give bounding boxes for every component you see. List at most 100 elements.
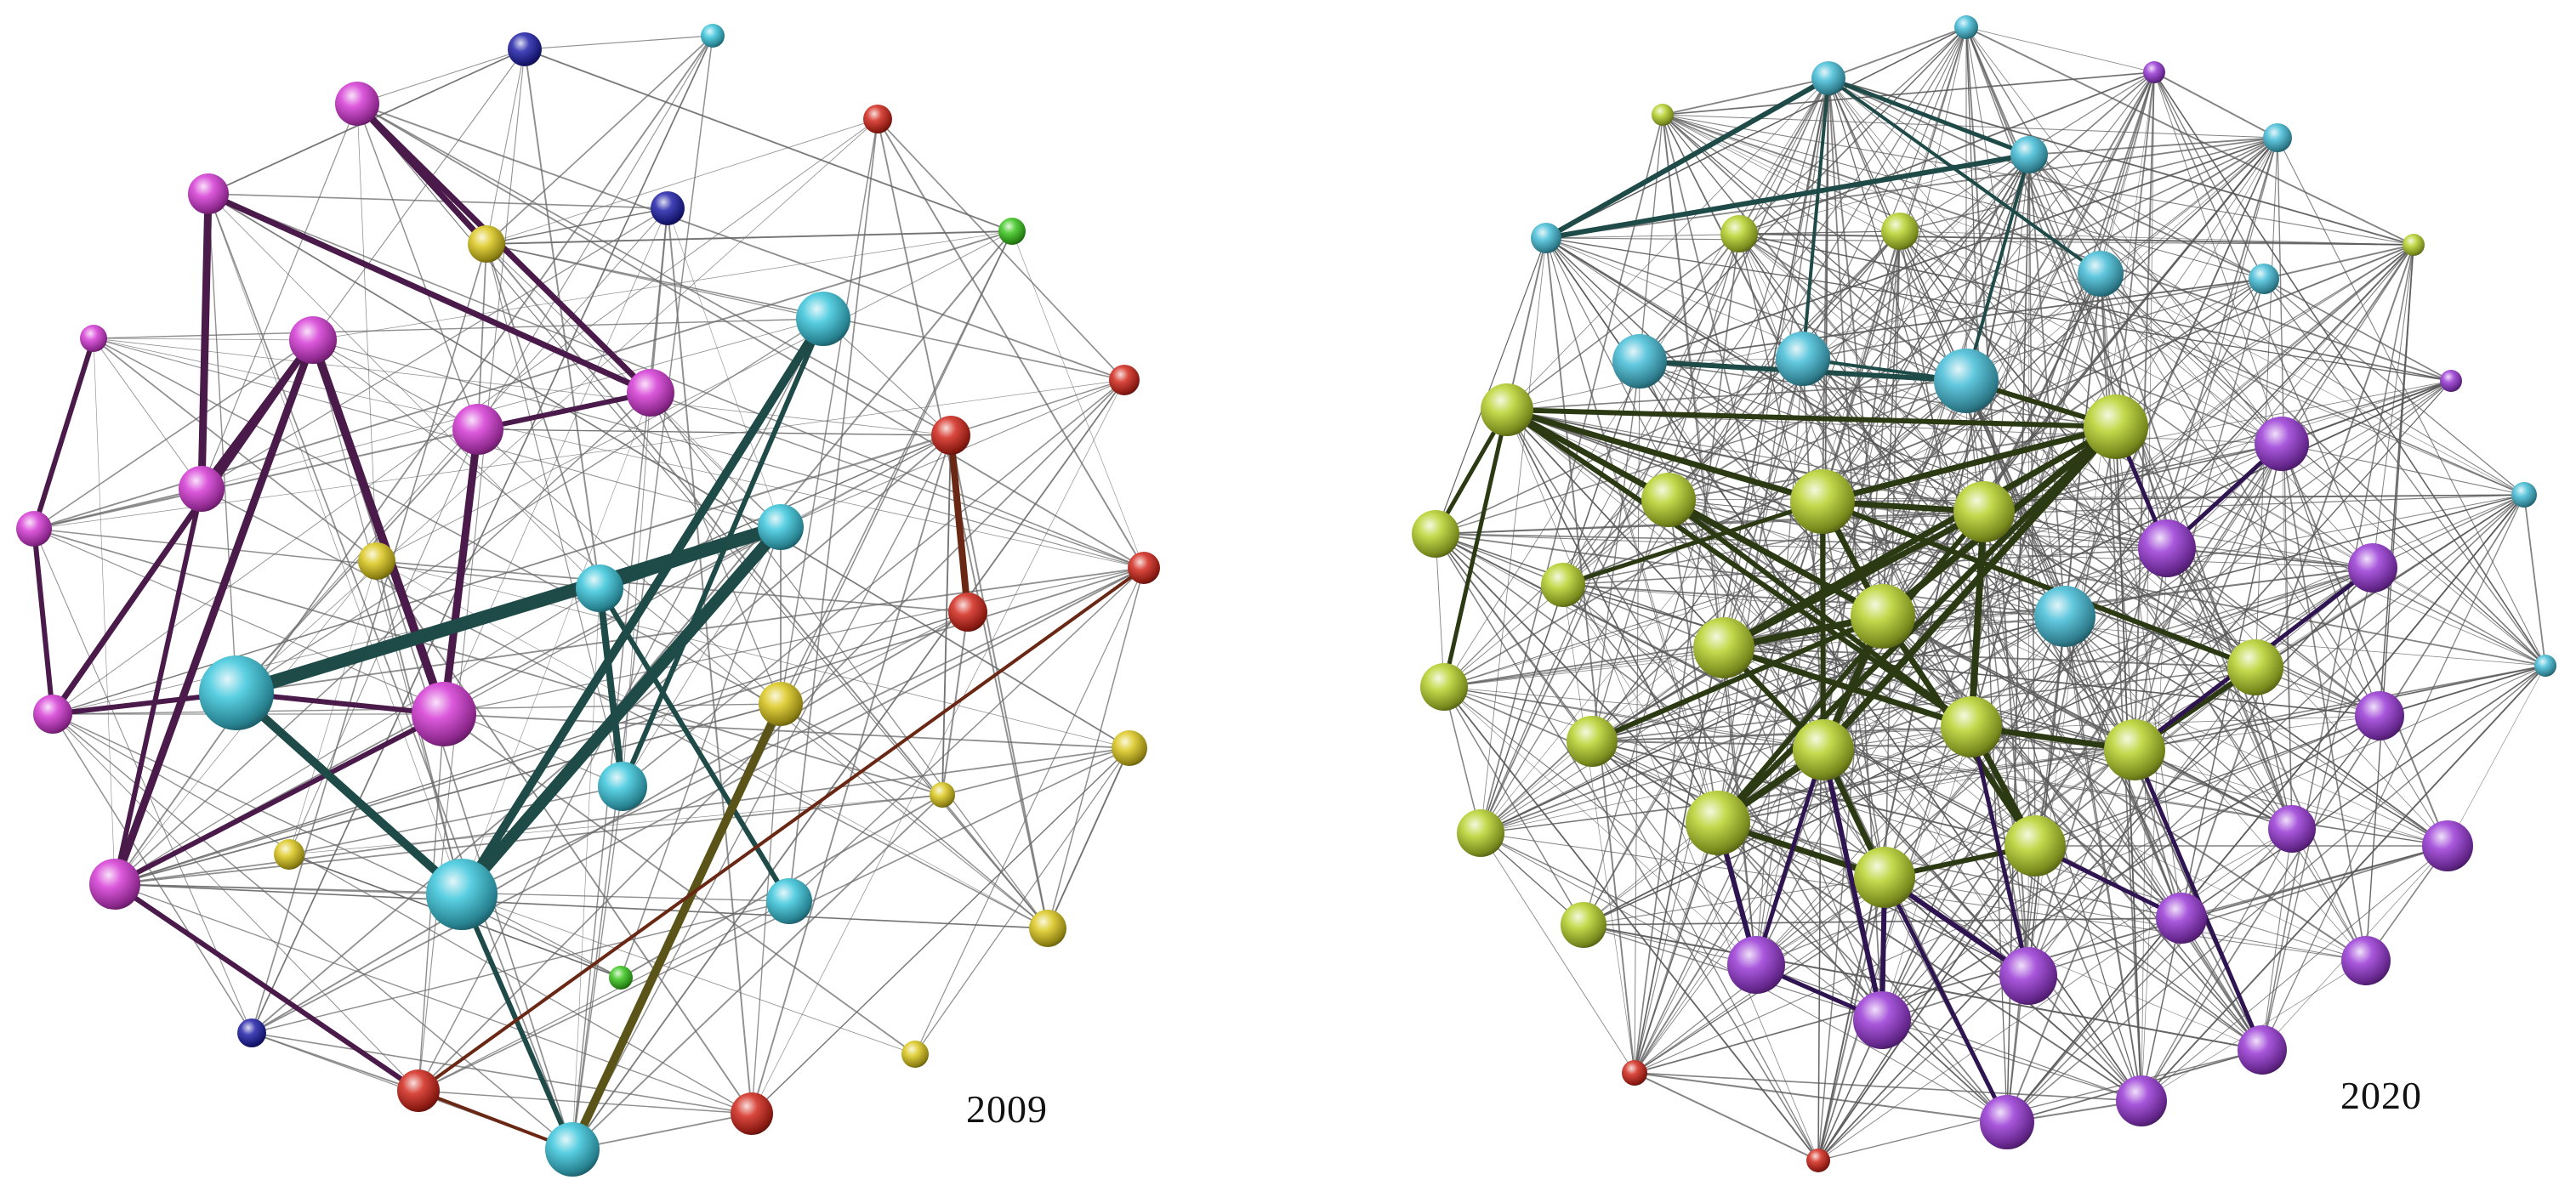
network-node-violet xyxy=(1727,936,1785,994)
network-edge xyxy=(2281,443,2367,962)
network-edge xyxy=(2263,278,2452,382)
network-edge-strong xyxy=(1820,499,2258,670)
network-edge xyxy=(877,118,1125,381)
network-edge xyxy=(1443,616,2066,688)
network-edge xyxy=(751,434,952,1115)
network-node-magenta xyxy=(627,369,674,417)
network-node-violet xyxy=(2348,543,2397,593)
network-edge-strong xyxy=(112,882,421,1093)
network-edge xyxy=(2523,494,2546,667)
network-edge xyxy=(418,379,1125,1092)
network-edge xyxy=(1634,1072,2008,1123)
network-edge xyxy=(33,339,314,530)
network-node-lime xyxy=(1567,716,1618,767)
network-edge xyxy=(1480,154,2030,834)
network-node-red xyxy=(731,1092,773,1135)
network-edge xyxy=(312,48,526,341)
network-edge xyxy=(251,611,969,1034)
network-edge xyxy=(1828,77,2546,667)
network-edge xyxy=(788,567,1145,902)
network-edge xyxy=(571,1113,753,1150)
network-node-lime xyxy=(1420,663,1468,711)
network-edge xyxy=(751,747,1130,1115)
network-edge xyxy=(1738,233,2452,382)
network-edge xyxy=(2028,154,2265,280)
network-node-lime xyxy=(2403,234,2425,256)
network-edge xyxy=(2028,137,2278,156)
network-node-lime xyxy=(1412,510,1459,558)
network-edge xyxy=(1545,237,1823,502)
network-edge xyxy=(1965,380,2029,977)
network-edge xyxy=(2181,244,2414,919)
network-edge xyxy=(1591,154,2030,742)
network-node-violet xyxy=(2440,370,2462,392)
network-node-cyan xyxy=(1776,332,1830,386)
network-node-yellow xyxy=(930,782,955,808)
network-node-violet xyxy=(2341,936,2391,985)
network-node-cyan xyxy=(576,564,623,612)
network-edge-strong xyxy=(112,712,446,887)
network-node-yellow xyxy=(759,682,803,726)
network-node-lime xyxy=(1541,563,1585,607)
network-edge xyxy=(1802,26,1967,360)
network-edge xyxy=(33,528,253,1034)
network-edge xyxy=(288,794,943,855)
network-edge xyxy=(1822,71,2155,502)
network-edge xyxy=(1965,380,2135,751)
network-node-lime xyxy=(2005,815,2066,876)
network-edge xyxy=(2064,616,2367,962)
network-node-magenta xyxy=(452,404,503,455)
network-edge xyxy=(1506,77,1829,411)
network-edge xyxy=(1634,358,1804,1074)
network-node-lime xyxy=(1457,809,1504,857)
network-edge xyxy=(1435,533,1819,1161)
network-edge xyxy=(1545,237,1985,513)
network-edge xyxy=(2166,547,2448,847)
network-edge xyxy=(2166,137,2278,549)
network-edge xyxy=(1717,567,2374,824)
network-edge-strong xyxy=(597,586,792,904)
network-edge xyxy=(1047,747,1130,929)
network-edge xyxy=(114,35,714,885)
network-edge xyxy=(2028,154,2101,275)
network-edge xyxy=(1562,584,2029,977)
network-edge-strong xyxy=(1666,497,1974,729)
network-edge xyxy=(941,434,952,796)
network-edge xyxy=(1662,114,2525,496)
network-edge xyxy=(1662,114,2168,549)
network-node-violet xyxy=(2255,417,2309,471)
network-edge xyxy=(1634,77,1829,1074)
network-edge xyxy=(1562,230,1901,586)
network-edge-strong xyxy=(31,526,55,717)
network-edge xyxy=(477,243,487,430)
network-edge xyxy=(788,118,879,902)
network-edge xyxy=(93,338,1145,569)
network-edge xyxy=(822,318,952,436)
network-node-green xyxy=(998,218,1026,245)
network-edge xyxy=(1723,26,1967,649)
edges-2009 xyxy=(31,35,1146,1154)
network-edge xyxy=(1583,924,2263,1051)
network-edge xyxy=(2100,273,2546,667)
network-edge xyxy=(1662,114,1901,232)
network-edge xyxy=(114,392,651,885)
network-node-cyan xyxy=(1612,334,1667,389)
network-edge xyxy=(1755,567,2374,966)
network-edge-strong xyxy=(1544,76,1831,241)
network-edge xyxy=(2134,278,2265,751)
network-edge xyxy=(1983,443,2283,513)
network-node-blue xyxy=(508,32,542,66)
network-edge xyxy=(1823,749,2448,847)
network-edge xyxy=(2028,154,2293,830)
network-edge xyxy=(1668,380,1967,501)
network-node-yellow xyxy=(358,542,395,580)
network-edge xyxy=(236,318,824,694)
network-node-magenta xyxy=(412,682,476,746)
network-edge xyxy=(1583,924,1757,966)
network-edge xyxy=(1738,71,2155,235)
network-edge xyxy=(236,428,479,694)
network-edge xyxy=(780,118,879,705)
network-edge xyxy=(524,35,714,50)
network-edge xyxy=(33,428,479,530)
network-edge-strong xyxy=(1827,77,2102,275)
